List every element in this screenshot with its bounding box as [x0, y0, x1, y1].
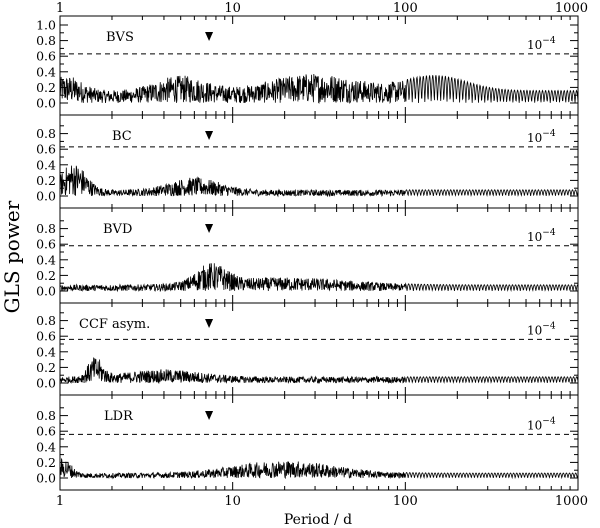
- y-tick-label: 0.2: [36, 455, 56, 470]
- x-tick-label-top: 100: [393, 1, 418, 16]
- y-tick-label: 0.2: [36, 360, 56, 375]
- y-tick-label: 0.6: [36, 329, 56, 344]
- x-tick-label: 10: [224, 494, 241, 509]
- y-tick-label: 0.4: [36, 157, 56, 172]
- panel-label: LDR: [104, 409, 134, 424]
- y-tick-label: 0.6: [36, 424, 56, 439]
- y-tick-label: 0.4: [36, 439, 56, 454]
- periodogram-series: [59, 73, 579, 105]
- y-tick-label: 0.2: [36, 173, 56, 188]
- y-tick-label: 1.0: [36, 18, 56, 33]
- y-tick-label: 0.4: [36, 344, 56, 359]
- fap-label: 10−4: [527, 228, 556, 244]
- y-tick-label: 0.8: [36, 126, 56, 141]
- y-tick-label: 0.8: [36, 221, 56, 236]
- fap-label: 10−4: [527, 36, 556, 52]
- panel-1: 0.00.20.40.60.81.0 10−4 BVS: [36, 15, 579, 116]
- periodogram-series: [59, 165, 579, 198]
- panel-label: BVS: [106, 30, 134, 45]
- panel-label: BC: [112, 129, 132, 144]
- panels: 0.00.20.40.60.81.010−4BVS0.00.20.40.60.8…: [36, 15, 579, 491]
- y-tick-label: 0.0: [36, 471, 56, 486]
- y-tick-label: 0.8: [36, 408, 56, 423]
- x-tick-label: 100: [393, 494, 418, 509]
- panel-frame: [59, 394, 579, 491]
- y-tick-label: 0.8: [36, 33, 56, 48]
- y-axis-label: GLS power: [0, 200, 24, 313]
- y-tick-label: 0.0: [36, 284, 56, 299]
- y-tick-label: 0.4: [36, 252, 56, 267]
- y-tick-label: 0.8: [36, 313, 56, 328]
- x-tick-label-top: 1: [56, 1, 64, 16]
- y-tick-label: 0.2: [36, 268, 56, 283]
- x-tick-label-top: 1000: [555, 1, 588, 16]
- periodogram-series: [59, 263, 579, 293]
- x-axis-label: Period / d: [284, 512, 352, 528]
- period-marker: [205, 224, 214, 233]
- x-tick-label-top: 10: [224, 1, 241, 16]
- panel-4: 0.00.20.40.60.8 10−4 CCF asym.: [36, 302, 579, 396]
- y-tick-label: 0.0: [36, 96, 56, 111]
- period-marker: [205, 32, 214, 41]
- period-marker: [205, 411, 214, 420]
- period-marker: [205, 131, 214, 140]
- panel-label: BVD: [103, 222, 132, 237]
- x-tick-label: 1: [56, 494, 64, 509]
- fap-label: 10−4: [527, 416, 556, 432]
- fap-label: 10−4: [527, 129, 556, 145]
- panel-3: 0.00.20.40.60.8 10−4 BVD: [36, 207, 579, 304]
- x-tick-labels: 1 1 10 10 100 100 1000 1000: [56, 1, 588, 509]
- periodogram-series: [59, 457, 579, 480]
- y-tick-label: 0.0: [36, 189, 56, 204]
- panel-5: 0.00.20.40.60.8 10−4 LDR: [36, 394, 579, 491]
- y-tick-label: 0.6: [36, 49, 56, 64]
- y-tick-label: 0.0: [36, 376, 56, 391]
- panel-2: 0.00.20.40.60.8 10−4 BC: [36, 114, 579, 209]
- period-marker: [205, 319, 214, 328]
- y-tick-label: 0.2: [36, 80, 56, 95]
- periodogram-series: [59, 357, 579, 385]
- x-tick-label: 1000: [555, 494, 588, 509]
- panel-label: CCF asym.: [79, 317, 150, 332]
- fap-label: 10−4: [527, 321, 556, 337]
- y-tick-label: 0.6: [36, 237, 56, 252]
- y-tick-label: 0.4: [36, 64, 56, 79]
- y-tick-label: 0.6: [36, 142, 56, 157]
